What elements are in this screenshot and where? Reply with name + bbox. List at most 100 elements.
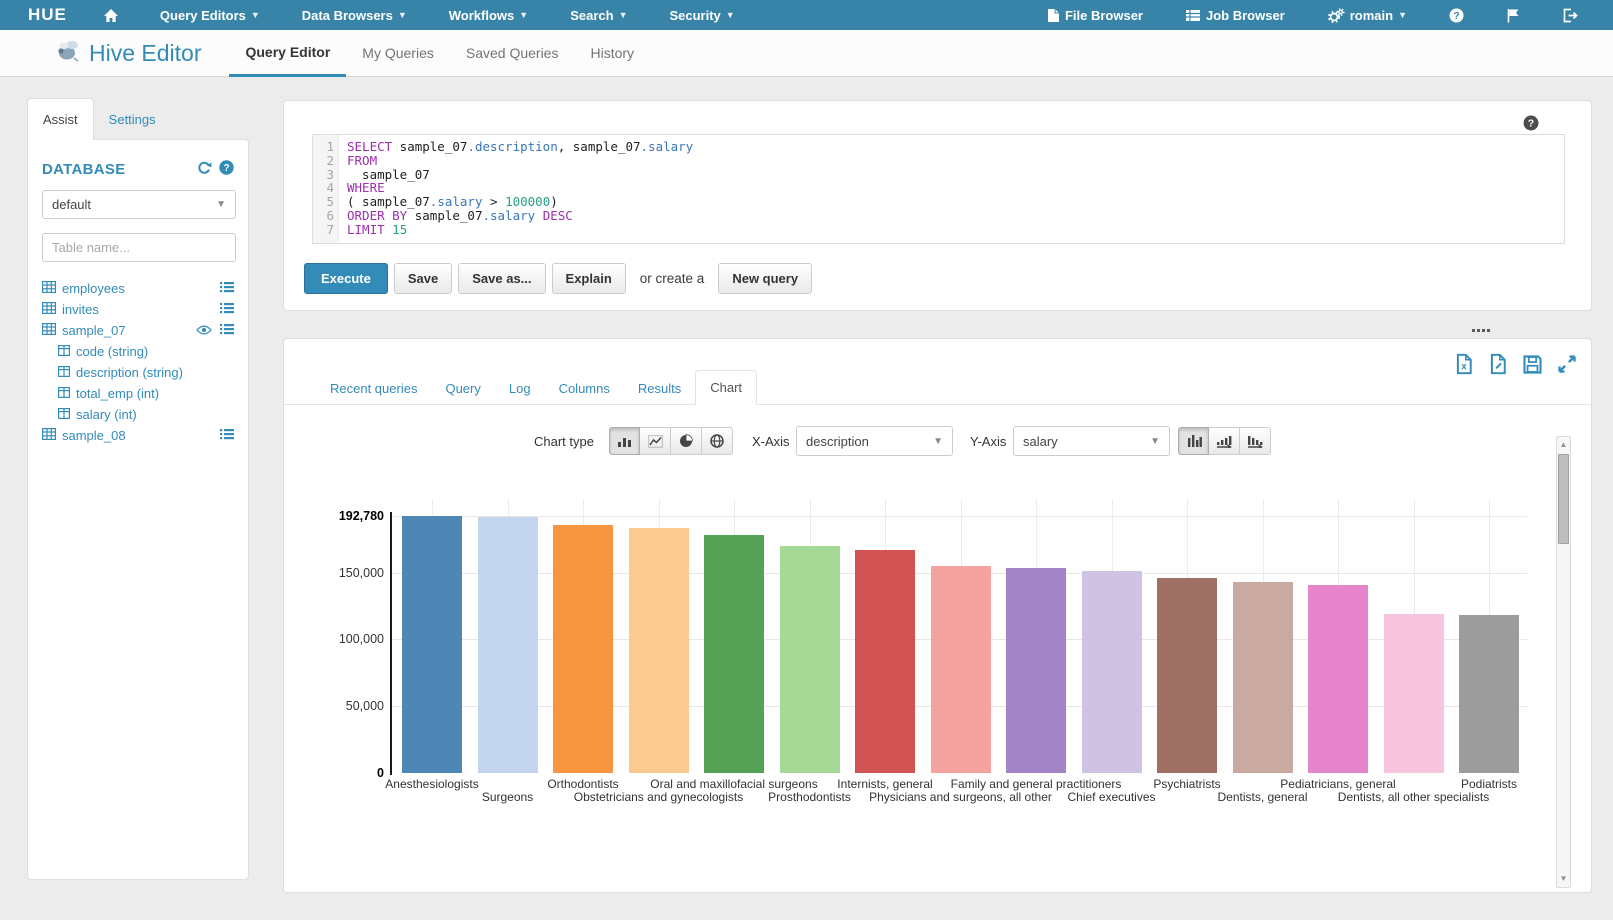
y-axis xyxy=(389,511,392,775)
chevron-down-icon: ▼ xyxy=(519,10,529,20)
line-number: 1 xyxy=(326,139,334,154)
scrollbar-thumb[interactable] xyxy=(1558,454,1569,544)
help-icon[interactable]: ? xyxy=(1428,0,1485,30)
x-axis-label: Oral and maxillofacial surgeons xyxy=(650,777,818,791)
tab-history[interactable]: History xyxy=(590,45,635,61)
table-menu-icon[interactable] xyxy=(220,302,234,317)
sort-asc-button[interactable] xyxy=(1209,427,1240,455)
tab-assist[interactable]: Assist xyxy=(27,98,94,140)
app-bar: Hive Editor Query Editor My Queries Saved … xyxy=(0,30,1613,77)
tab-query-editor[interactable]: Query Editor xyxy=(229,30,347,77)
sign-out-icon[interactable] xyxy=(1541,0,1599,30)
bar[interactable] xyxy=(402,515,462,773)
execute-button[interactable]: Execute xyxy=(304,263,388,294)
tab-my-queries[interactable]: My Queries xyxy=(362,45,434,61)
pie-chart-button[interactable] xyxy=(671,427,702,455)
results-tab-log[interactable]: Log xyxy=(508,381,531,396)
map-chart-button[interactable] xyxy=(702,427,733,455)
results-tab-query[interactable]: Query xyxy=(445,381,481,396)
table-menu-icon[interactable] xyxy=(220,281,234,296)
vertical-scrollbar[interactable]: ▲ ▼ xyxy=(1556,436,1571,888)
column-item[interactable]: salary (int) xyxy=(42,404,234,425)
table-item-employees[interactable]: employees xyxy=(42,278,234,299)
editor-code[interactable]: SELECT sample_07.description, sample_07.… xyxy=(339,135,693,243)
table-item-invites[interactable]: invites xyxy=(42,299,234,320)
nav-job-browser[interactable]: Job Browser xyxy=(1164,0,1306,30)
column-item[interactable]: total_emp (int) xyxy=(42,383,234,404)
scroll-down-icon[interactable]: ▼ xyxy=(1559,874,1568,883)
sort-desc-button[interactable] xyxy=(1240,427,1271,455)
column-item[interactable]: code (string) xyxy=(42,341,234,362)
save-as-button[interactable]: Save as... xyxy=(458,263,546,294)
x-axis-label: Pediatricians, general xyxy=(1280,777,1396,791)
fullscreen-icon[interactable] xyxy=(1557,354,1577,377)
column-icon xyxy=(58,344,71,359)
nav-romain[interactable]: romain ▼ xyxy=(1306,0,1428,30)
bar[interactable] xyxy=(1383,614,1444,773)
nav-item-label: File Browser xyxy=(1064,7,1143,23)
nav-menu-query-editors[interactable]: Query Editors ▼ xyxy=(139,0,281,30)
line-number: 3 xyxy=(326,166,334,182)
database-select[interactable]: default ▼ xyxy=(42,190,236,219)
tab-saved-queries[interactable]: Saved Queries xyxy=(465,45,559,61)
hue-logo[interactable]: HUE xyxy=(28,5,67,24)
nav-menu-workflows[interactable]: Workflows ▼ xyxy=(428,0,549,30)
results-tab-columns[interactable]: Columns xyxy=(558,381,610,396)
bar[interactable] xyxy=(553,525,613,773)
nav-menu-label: Security xyxy=(669,7,721,23)
nav-menu-search[interactable]: Search ▼ xyxy=(549,0,648,30)
save-button[interactable]: Save xyxy=(393,263,453,294)
preview-eye-icon[interactable] xyxy=(196,323,212,338)
editor-help-icon[interactable]: ? xyxy=(1523,115,1539,134)
results-tab-chart[interactable]: Chart xyxy=(695,370,758,405)
bar[interactable] xyxy=(1157,577,1217,773)
y-axis-select[interactable]: salary ▼ xyxy=(1013,426,1170,456)
table-item-sample_08[interactable]: sample_08 xyxy=(42,425,234,446)
bar[interactable] xyxy=(1006,567,1066,773)
bar[interactable] xyxy=(930,565,991,773)
nav-file-browser[interactable]: File Browser xyxy=(1026,0,1164,30)
x-axis-label: Chief executives xyxy=(1067,790,1156,804)
table-icon xyxy=(42,428,57,443)
bar[interactable] xyxy=(477,517,538,773)
tab-settings[interactable]: Settings xyxy=(108,111,156,127)
line-chart-button[interactable] xyxy=(640,427,671,455)
results-tab-results[interactable]: Results xyxy=(637,381,682,396)
help-icon[interactable]: ? xyxy=(219,160,234,178)
table-filter-input[interactable] xyxy=(42,233,236,262)
save-results-icon[interactable] xyxy=(1522,354,1543,378)
x-axis-select[interactable]: description ▼ xyxy=(796,426,953,456)
sort-none-button[interactable] xyxy=(1178,427,1209,455)
bar[interactable] xyxy=(779,546,840,773)
column-item[interactable]: description (string) xyxy=(42,362,234,383)
refresh-icon[interactable] xyxy=(197,161,212,178)
resize-handle[interactable] xyxy=(1472,329,1490,332)
top-navbar: HUE Query Editors ▼ Data Browsers ▼ Workflow… xyxy=(0,0,1613,30)
bar-chart-button[interactable] xyxy=(609,427,640,455)
bar[interactable] xyxy=(1232,582,1293,773)
new-query-button[interactable]: New query xyxy=(718,263,813,294)
nav-menu-security[interactable]: Security ▼ xyxy=(648,0,755,30)
bar[interactable] xyxy=(1308,585,1368,773)
scroll-up-icon[interactable]: ▲ xyxy=(1559,440,1568,449)
flag-icon[interactable] xyxy=(1485,0,1541,30)
table-menu-icon[interactable] xyxy=(220,428,234,443)
table-icon xyxy=(42,281,57,296)
explain-button[interactable]: Explain xyxy=(551,263,626,294)
results-tab-recent-queries[interactable]: Recent queries xyxy=(330,381,418,396)
download-csv-icon[interactable] xyxy=(1488,353,1508,378)
home-icon[interactable] xyxy=(103,8,119,23)
bar[interactable] xyxy=(628,527,689,773)
table-item-sample_07[interactable]: sample_07 xyxy=(42,320,234,341)
nav-menu-data-browsers[interactable]: Data Browsers ▼ xyxy=(281,0,428,30)
bar[interactable] xyxy=(1459,614,1519,773)
code-line: FROM xyxy=(347,152,378,168)
bar[interactable] xyxy=(704,534,764,773)
x-axis-label: Prosthodontists xyxy=(768,790,851,804)
bar[interactable] xyxy=(1081,570,1142,773)
bar[interactable] xyxy=(855,549,915,773)
column-name: salary (int) xyxy=(76,407,137,422)
download-xls-icon[interactable]: x xyxy=(1454,353,1474,378)
table-menu-icon[interactable] xyxy=(220,323,234,338)
